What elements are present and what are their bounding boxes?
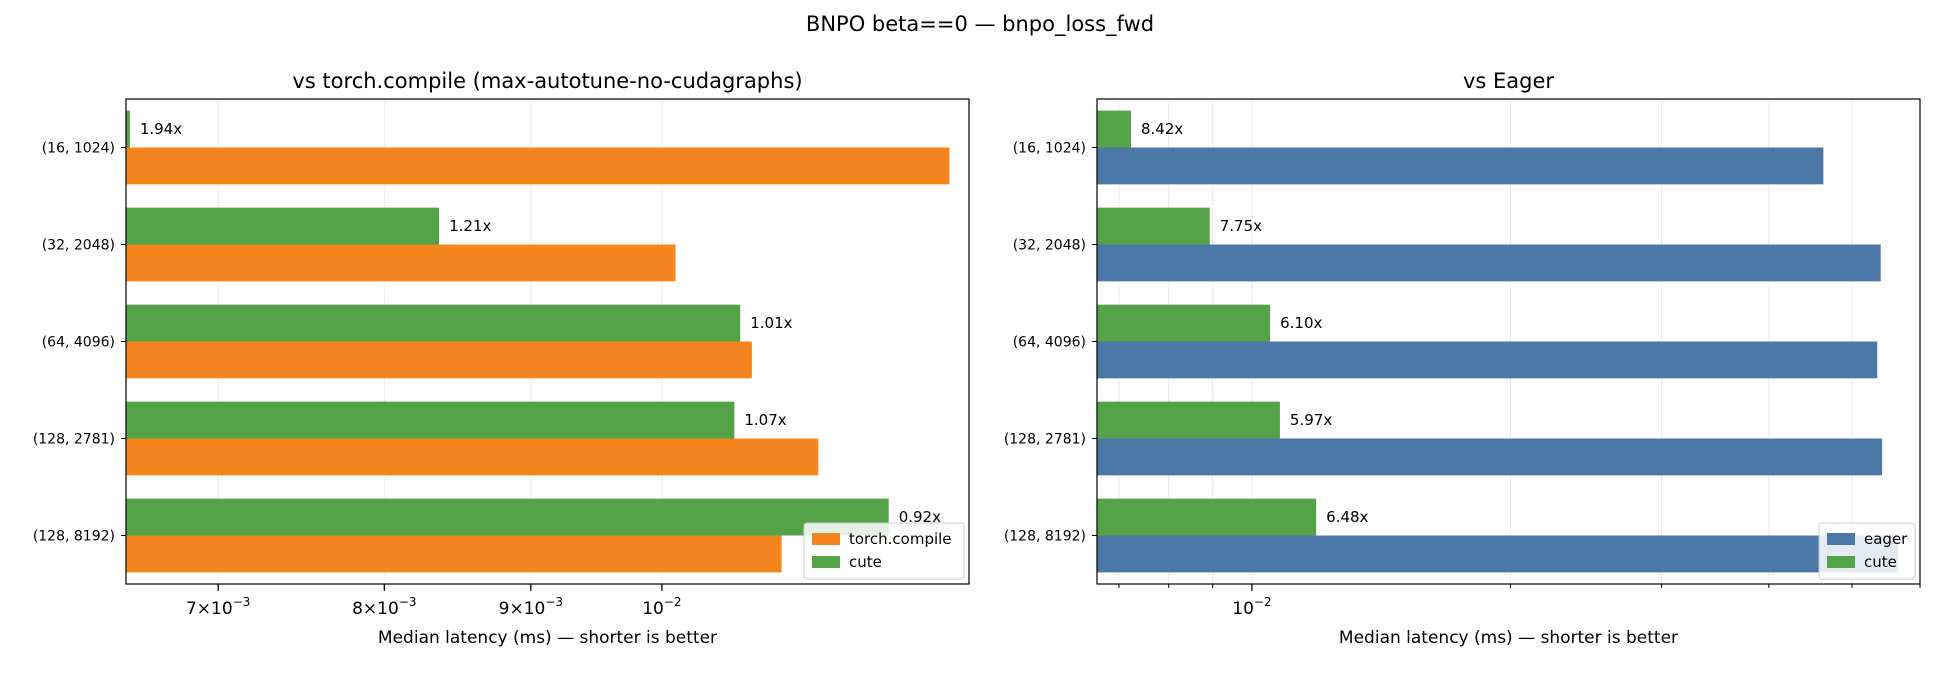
legend-swatch [812,556,840,568]
legend: eager cute [1818,522,1916,580]
y-tick-label: (32, 2048) [1013,238,1086,254]
y-tick-label: (32, 2048) [42,238,115,254]
speedup-label: 6.10x [1280,314,1322,332]
legend-box [803,522,965,580]
legend: torch.compile cute [803,522,965,580]
speedup-label: 6.48x [1326,508,1368,526]
legend-swatch [812,533,840,545]
y-tick-label: (16, 1024) [1013,141,1086,157]
speedup-label: 1.21x [449,217,491,235]
bar-torch-compile-3 [126,438,819,476]
subplot-1: 1.94x (16, 1024) 1.21x (32, 2048) 1.01x (64, … [33,69,970,648]
y-tick-label: (64, 4096) [1013,335,1086,351]
x-tick-label: 10−2 [1232,595,1271,619]
bar-cute-4 [1097,498,1317,536]
speedup-label: 5.97x [1290,411,1332,429]
legend-label: cute [849,553,882,571]
speedup-label: 1.07x [744,411,786,429]
speedup-label: 8.42x [1141,120,1183,138]
legend-label: torch.compile [849,530,952,548]
bar-eager-3 [1097,438,1883,476]
legend-swatch [1827,533,1855,545]
plot-frame [1096,98,1921,585]
y-tick-label: (16, 1024) [42,141,115,157]
bar-torch-compile-2 [126,341,752,379]
x-tick-label: 8×10−3 [352,595,416,619]
bar-cute-2 [126,304,741,342]
bar-torch-compile-1 [126,244,676,282]
bar-cute-1 [126,207,440,245]
bar-eager-0 [1097,147,1824,185]
y-tick-label: (128, 2781) [1004,432,1086,448]
x-tick-label: 9×10−3 [499,595,563,619]
subplot-2: 8.42x (16, 1024) 7.75x (32, 2048) 6.10x (64, … [1004,69,1921,648]
plot-frame [125,98,970,585]
bar-eager-4 [1097,535,1899,573]
speedup-label: 0.92x [899,508,941,526]
bar-cute-2 [1097,304,1271,342]
y-tick-label: (64, 4096) [42,335,115,351]
speedup-label: 1.01x [750,314,792,332]
x-axis-label: Median latency (ms) — shorter is better [378,628,717,648]
legend-swatch [1827,556,1855,568]
subplot-title: vs torch.compile (max-autotune-no-cudagr… [292,69,802,93]
figure-suptitle: BNPO beta==0 — bnpo_loss_fwd [806,12,1154,37]
bar-torch-compile-0 [126,147,950,185]
bar-cute-3 [1097,401,1280,439]
speedup-label: 7.75x [1220,217,1262,235]
bar-eager-1 [1097,244,1881,282]
y-tick-label: (128, 8192) [1004,529,1086,545]
bar-cute-4 [126,498,889,536]
bar-cute-1 [1097,207,1210,245]
legend-label: eager [1864,530,1908,548]
legend-label: cute [1864,553,1897,571]
x-axis-label: Median latency (ms) — shorter is better [1339,628,1678,648]
y-tick-label: (128, 8192) [33,529,115,545]
speedup-label: 1.94x [140,120,182,138]
bar-cute-0 [1097,110,1131,148]
subplot-title: vs Eager [1463,69,1554,93]
y-tick-label: (128, 2781) [33,432,115,448]
bar-eager-2 [1097,341,1878,379]
x-tick-label: 10−2 [642,595,681,619]
x-tick-label: 7×10−3 [186,595,250,619]
bar-torch-compile-4 [126,535,782,573]
bar-cute-0 [126,110,130,148]
bar-cute-3 [126,401,735,439]
